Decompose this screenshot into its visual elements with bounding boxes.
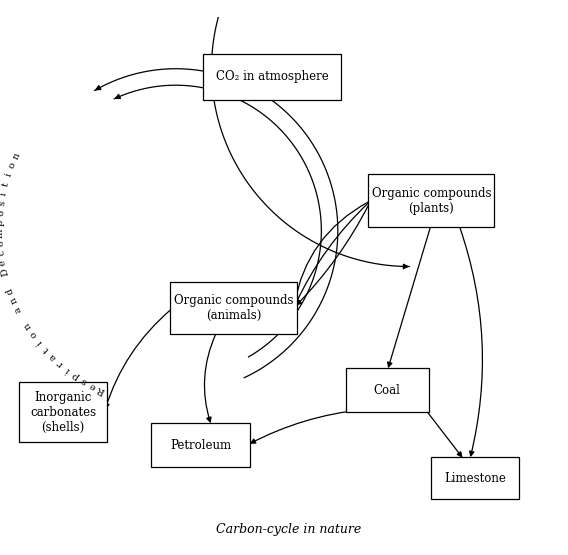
FancyBboxPatch shape [431, 457, 519, 498]
Text: t: t [1, 181, 11, 187]
Text: i: i [64, 365, 72, 374]
Text: R: R [96, 385, 107, 396]
Text: i: i [35, 338, 44, 346]
Text: a: a [48, 351, 58, 362]
FancyBboxPatch shape [203, 54, 341, 100]
FancyBboxPatch shape [151, 423, 250, 467]
Text: o: o [0, 210, 6, 216]
Text: s: s [0, 200, 7, 206]
Text: s: s [80, 376, 89, 386]
Text: Organic compounds
(animals): Organic compounds (animals) [174, 294, 293, 322]
Text: Inorganic
carbonates
(shells): Inorganic carbonates (shells) [30, 391, 96, 433]
Text: n: n [11, 152, 22, 161]
Text: Limestone: Limestone [444, 472, 506, 485]
FancyBboxPatch shape [19, 382, 107, 442]
FancyBboxPatch shape [346, 368, 428, 412]
Text: Carbon-cycle in nature: Carbon-cycle in nature [216, 523, 361, 536]
FancyBboxPatch shape [368, 174, 495, 226]
Text: D: D [0, 267, 10, 277]
Text: c: c [0, 249, 6, 256]
Text: p: p [70, 370, 81, 381]
Text: t: t [41, 345, 51, 354]
Text: CO₂ in atmosphere: CO₂ in atmosphere [215, 70, 328, 83]
Text: p: p [0, 220, 5, 226]
Text: o: o [0, 240, 5, 246]
Text: i: i [5, 172, 14, 178]
Text: Organic compounds
(plants): Organic compounds (plants) [371, 186, 491, 215]
Text: n: n [23, 321, 34, 331]
Text: i: i [0, 191, 9, 196]
Text: e: e [0, 259, 8, 266]
FancyBboxPatch shape [170, 281, 296, 334]
Text: e: e [88, 380, 97, 391]
Text: Coal: Coal [374, 384, 401, 397]
Text: a: a [13, 305, 24, 314]
Text: o: o [28, 329, 39, 339]
Text: o: o [7, 161, 18, 170]
Text: r: r [56, 359, 65, 369]
Text: n: n [9, 295, 19, 305]
Text: m: m [0, 228, 5, 238]
Text: d: d [5, 286, 16, 295]
Text: Petroleum: Petroleum [170, 438, 231, 452]
